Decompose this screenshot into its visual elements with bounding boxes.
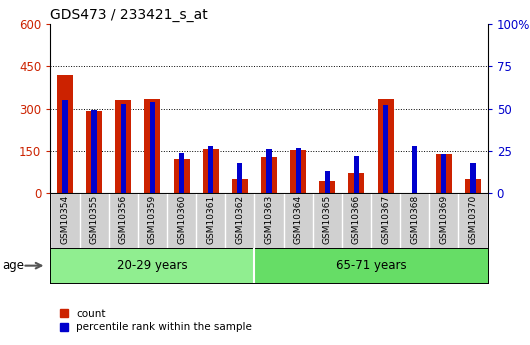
Text: 65-71 years: 65-71 years [335, 259, 407, 272]
Bar [202, 149, 219, 193]
Bar [383, 105, 388, 193]
Bar [354, 156, 359, 193]
Bar [173, 159, 190, 193]
Bar [319, 181, 335, 193]
Bar [50, 248, 254, 283]
Bar [412, 146, 417, 193]
Bar [179, 152, 184, 193]
Bar [150, 102, 155, 193]
Bar [232, 179, 248, 193]
Bar [261, 157, 277, 193]
Bar [377, 99, 394, 193]
Legend: count, percentile rank within the sample: count, percentile rank within the sample [56, 305, 257, 336]
Text: GSM10355: GSM10355 [90, 195, 99, 244]
Text: GSM10364: GSM10364 [294, 195, 303, 244]
Text: GSM10363: GSM10363 [264, 195, 273, 244]
Bar [115, 100, 131, 193]
Bar [208, 146, 213, 193]
Bar [436, 154, 452, 193]
Text: GSM10361: GSM10361 [206, 195, 215, 244]
Text: GSM10354: GSM10354 [60, 195, 69, 244]
Bar [267, 149, 271, 193]
Text: GSM10362: GSM10362 [235, 195, 244, 244]
Bar [254, 248, 488, 283]
Text: GSM10370: GSM10370 [469, 195, 478, 244]
Text: GSM10360: GSM10360 [177, 195, 186, 244]
Bar [441, 154, 446, 193]
Text: GSM10359: GSM10359 [148, 195, 157, 244]
Text: GSM10365: GSM10365 [323, 195, 332, 244]
Text: GSM10356: GSM10356 [119, 195, 128, 244]
Bar [290, 150, 306, 193]
Bar [465, 179, 481, 193]
Text: GSM10369: GSM10369 [439, 195, 448, 244]
Bar [296, 148, 301, 193]
Text: 20-29 years: 20-29 years [117, 259, 188, 272]
Bar [237, 163, 242, 193]
Bar [92, 110, 96, 193]
Bar [86, 111, 102, 193]
Text: GSM10367: GSM10367 [381, 195, 390, 244]
Text: GSM10366: GSM10366 [352, 195, 361, 244]
Bar [63, 100, 67, 193]
Text: age: age [3, 259, 25, 272]
Text: GDS473 / 233421_s_at: GDS473 / 233421_s_at [50, 8, 208, 22]
Bar [57, 75, 73, 193]
Bar [348, 173, 365, 193]
Bar [121, 104, 126, 193]
Text: GSM10368: GSM10368 [410, 195, 419, 244]
Bar [471, 163, 475, 193]
Bar [325, 171, 330, 193]
Bar [144, 99, 161, 193]
